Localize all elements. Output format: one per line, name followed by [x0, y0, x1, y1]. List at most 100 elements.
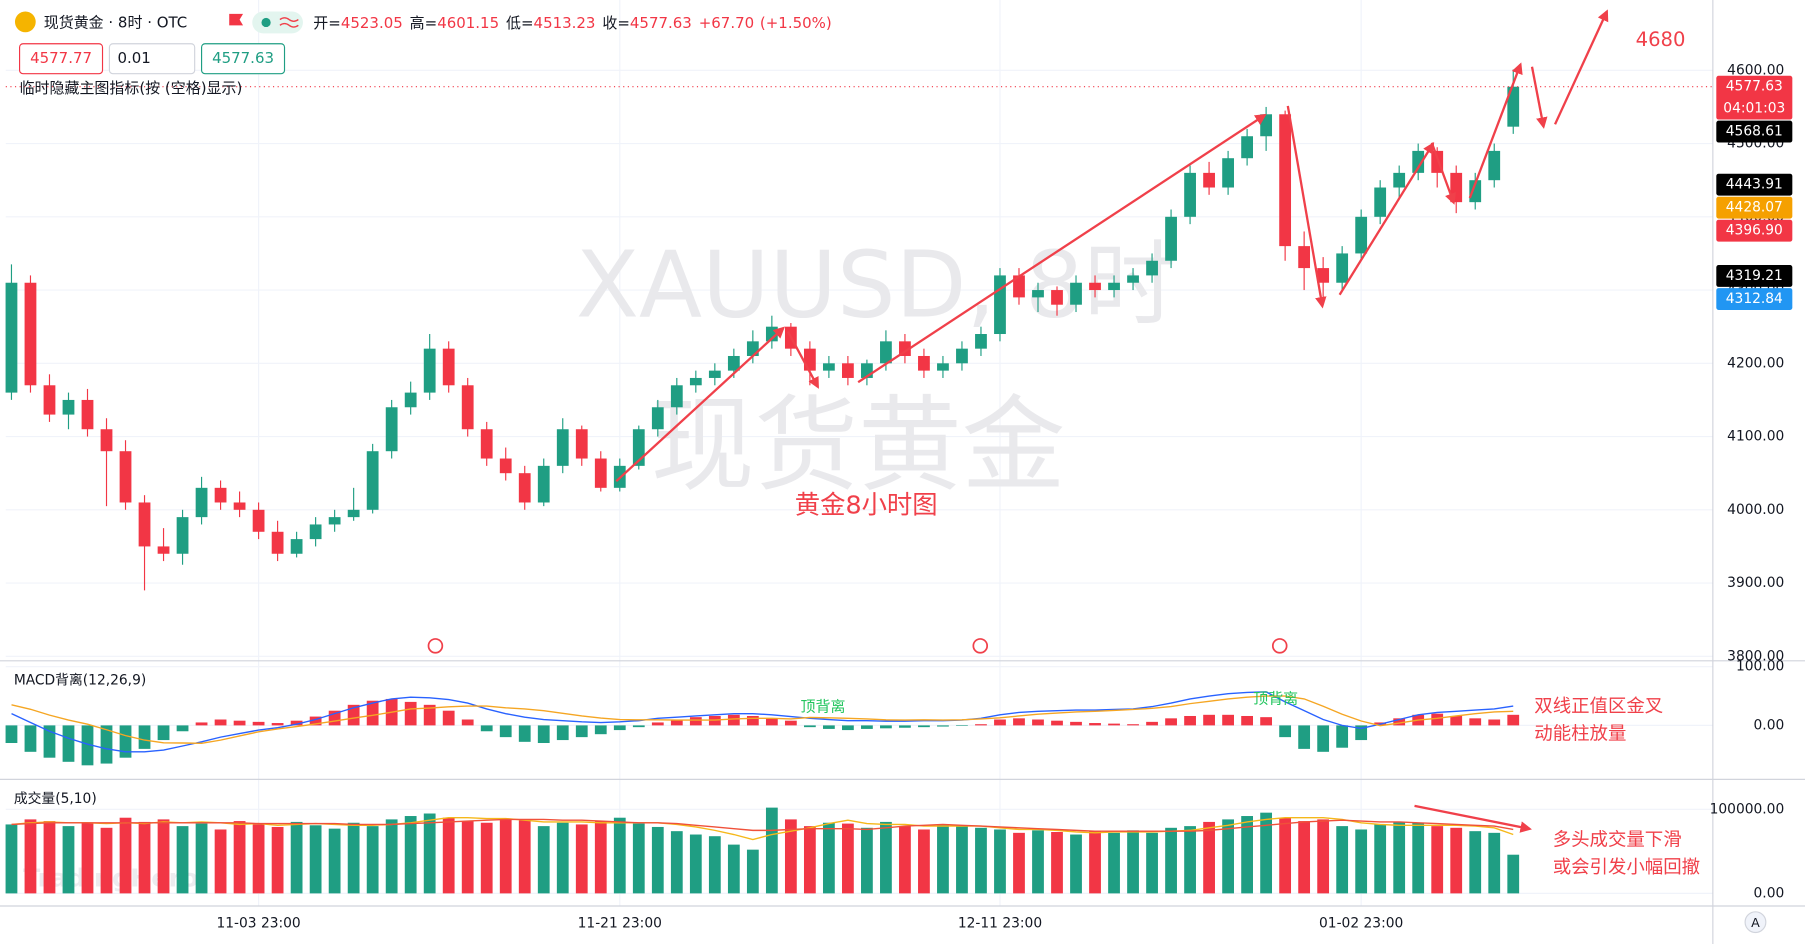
- volume-bar: [499, 818, 512, 894]
- arrow: [615, 326, 785, 483]
- event-marker[interactable]: [972, 638, 989, 654]
- sell-box[interactable]: [19, 43, 104, 75]
- volume-bar: [1279, 817, 1292, 894]
- candle-body: [537, 465, 550, 503]
- macd-bar: [575, 725, 588, 738]
- candle-body: [81, 399, 94, 430]
- buy-price: 4577.63: [212, 49, 274, 67]
- macd-bar: [822, 725, 835, 729]
- label: 高=: [410, 14, 438, 32]
- buy-box[interactable]: [201, 43, 286, 75]
- candle-body: [1374, 187, 1387, 217]
- candle-body: [1108, 282, 1120, 291]
- volume-bar: [1336, 826, 1349, 894]
- watermark: 现货黄金: [651, 386, 1066, 506]
- volume-bar: [1260, 812, 1273, 894]
- drawn-arrows: [615, 9, 1609, 833]
- macd-bar: [1469, 718, 1482, 726]
- macd-bar: [328, 710, 341, 726]
- volume-bar: [24, 819, 37, 894]
- volume-bar: [1488, 832, 1501, 894]
- auto-scale-button[interactable]: [1744, 911, 1767, 934]
- macd-bar: [937, 725, 949, 727]
- macd-bar: [1450, 715, 1463, 726]
- quantity-box[interactable]: [108, 43, 196, 75]
- volume-bar: [822, 822, 835, 894]
- volume-bar: [861, 827, 873, 894]
- candle-body: [765, 326, 778, 342]
- candle-body: [1488, 150, 1501, 181]
- macd-bar: [1013, 718, 1025, 726]
- candle-body: [689, 377, 702, 386]
- macd-bar: [290, 720, 303, 726]
- price-badges: 3800.003900.004000.004100.004200.004300.…: [1710, 62, 1793, 901]
- volume-bar: [442, 817, 455, 894]
- arrow: [1430, 142, 1456, 205]
- candle-body: [119, 451, 132, 503]
- candle-body: [822, 363, 835, 371]
- macd-bar: [1488, 719, 1501, 726]
- macd-bar: [670, 719, 683, 726]
- macd-bar: [81, 725, 94, 766]
- y-tick-label: 3800.00: [1727, 648, 1784, 664]
- volume-bar: [708, 836, 721, 894]
- volume-bar: [1450, 827, 1463, 894]
- candle-body: [918, 355, 930, 371]
- candle-body: [1165, 216, 1177, 261]
- change: +67.70: [699, 14, 754, 32]
- macd-bar: [1298, 725, 1311, 749]
- x-tick-label: 11-21 23:00: [578, 915, 662, 931]
- indicator-note: 临时隐藏主图指标(按 (空格)显示): [20, 79, 243, 97]
- auto-scale-label: A: [1751, 915, 1760, 930]
- macd-bar: [765, 718, 778, 726]
- volume-bar: [1317, 819, 1330, 894]
- macd-bar: [5, 725, 18, 744]
- macd-bar: [100, 725, 113, 764]
- volume-bar: [1241, 816, 1253, 894]
- volume-bar: [1431, 826, 1444, 894]
- macd-bar: [918, 725, 930, 728]
- macd-bar: [803, 725, 816, 728]
- candle-body: [366, 451, 379, 510]
- macd-bar: [1184, 715, 1196, 726]
- value: 4601.15: [437, 14, 499, 32]
- event-marker[interactable]: [427, 638, 444, 654]
- macd-bar: [746, 715, 759, 726]
- status-pill[interactable]: [252, 11, 303, 34]
- volume-bar: [1032, 830, 1044, 894]
- macd-bar: [138, 725, 151, 749]
- price-badge-label: 4312.84: [1726, 291, 1783, 307]
- arrow: [1414, 804, 1532, 833]
- macd-bar: [461, 719, 474, 726]
- volume-bar: [404, 816, 417, 894]
- arrow: [1338, 141, 1435, 296]
- macd-bar: [119, 725, 132, 758]
- volume-bar: [632, 823, 645, 894]
- y-tick-label: 4200.00: [1727, 355, 1784, 371]
- x-tick-label: 11-03 23:00: [216, 915, 300, 931]
- macd-bar: [594, 725, 607, 735]
- macd-bar: [423, 704, 436, 726]
- candle-body: [956, 348, 968, 364]
- volume-bar: [347, 822, 360, 894]
- candle-body: [556, 429, 569, 466]
- candle-body: [1184, 172, 1196, 217]
- candle-body: [1393, 172, 1406, 188]
- volume-bar: [842, 823, 854, 894]
- candle-body: [880, 341, 892, 364]
- event-marker[interactable]: [1271, 638, 1288, 654]
- price-badge: [1716, 196, 1793, 219]
- volume-bar: [43, 821, 56, 894]
- flag-icon[interactable]: [229, 13, 244, 26]
- watermark: XAUUSD, 8时: [576, 231, 1176, 339]
- macd-comment: 双线正值区金叉: [1534, 696, 1663, 717]
- macd-bar: [556, 725, 569, 741]
- symbol: 现货黄金 · 8时 · OTC: [44, 14, 187, 32]
- macd-bar: [1165, 718, 1177, 726]
- candle-body: [746, 341, 759, 356]
- macd-comment: 动能柱放量: [1534, 723, 1626, 744]
- volume-bar: [1222, 819, 1234, 894]
- candle-body: [518, 473, 531, 503]
- volume-comment: 或会引发小幅回撤: [1553, 857, 1700, 878]
